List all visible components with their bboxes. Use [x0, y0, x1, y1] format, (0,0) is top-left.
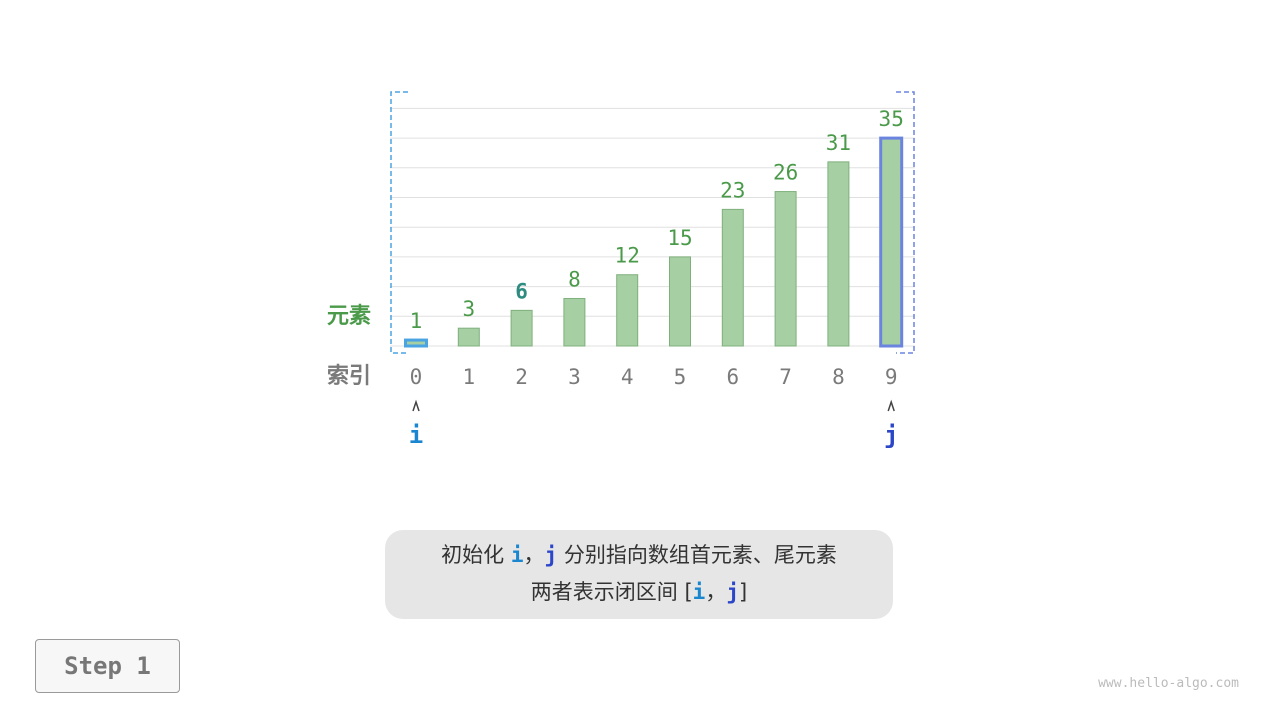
- index-label: 7: [779, 365, 792, 389]
- caption-line-2: 两者表示闭区间 [i，j]: [530, 580, 748, 604]
- index-label: 0: [410, 365, 423, 389]
- caption-line-1: 初始化 i，j 分别指向数组首元素、尾元素: [441, 543, 837, 567]
- index-label: 6: [726, 365, 739, 389]
- right-bracket: [896, 91, 915, 354]
- bar: [404, 338, 428, 348]
- index-label: 2: [515, 365, 528, 389]
- index-label: 9: [885, 365, 898, 389]
- value-label: 6: [515, 279, 528, 303]
- index-label: 8: [832, 365, 845, 389]
- value-label: 35: [879, 107, 904, 131]
- index-label: 3: [568, 365, 581, 389]
- value-label: 31: [826, 131, 851, 155]
- watermark: www.hello-algo.com: [1098, 676, 1239, 691]
- value-label: 23: [720, 178, 745, 202]
- caption-box: 初始化 i，j 分别指向数组首元素、尾元素 两者表示闭区间 [i，j]: [385, 530, 893, 619]
- bar: [721, 208, 744, 347]
- bar: [774, 191, 797, 347]
- bar: [510, 309, 533, 347]
- bar: [563, 297, 586, 347]
- index-label: 4: [621, 365, 634, 389]
- bar: [879, 136, 904, 348]
- bar: [827, 161, 850, 347]
- step-button[interactable]: Step 1: [35, 639, 180, 693]
- value-label: 26: [773, 161, 798, 185]
- value-label: 12: [615, 244, 640, 268]
- index-label: 索引: [327, 364, 371, 389]
- pointer-arrow-icon: [887, 399, 895, 412]
- value-label: 15: [667, 226, 692, 250]
- index-label: 1: [462, 365, 475, 389]
- pointer-arrow-icon: [412, 399, 420, 412]
- bar: [457, 327, 480, 347]
- pointer-i-label: i: [409, 421, 423, 449]
- value-label: 1: [410, 309, 423, 333]
- index-label: 5: [674, 365, 687, 389]
- bar: [616, 274, 639, 347]
- pointer-j-label: j: [884, 421, 898, 449]
- value-label: 3: [462, 297, 475, 321]
- bar: [669, 256, 691, 347]
- elements-label: 元素: [327, 303, 371, 329]
- value-label: 8: [568, 267, 581, 291]
- left-bracket: [390, 91, 408, 354]
